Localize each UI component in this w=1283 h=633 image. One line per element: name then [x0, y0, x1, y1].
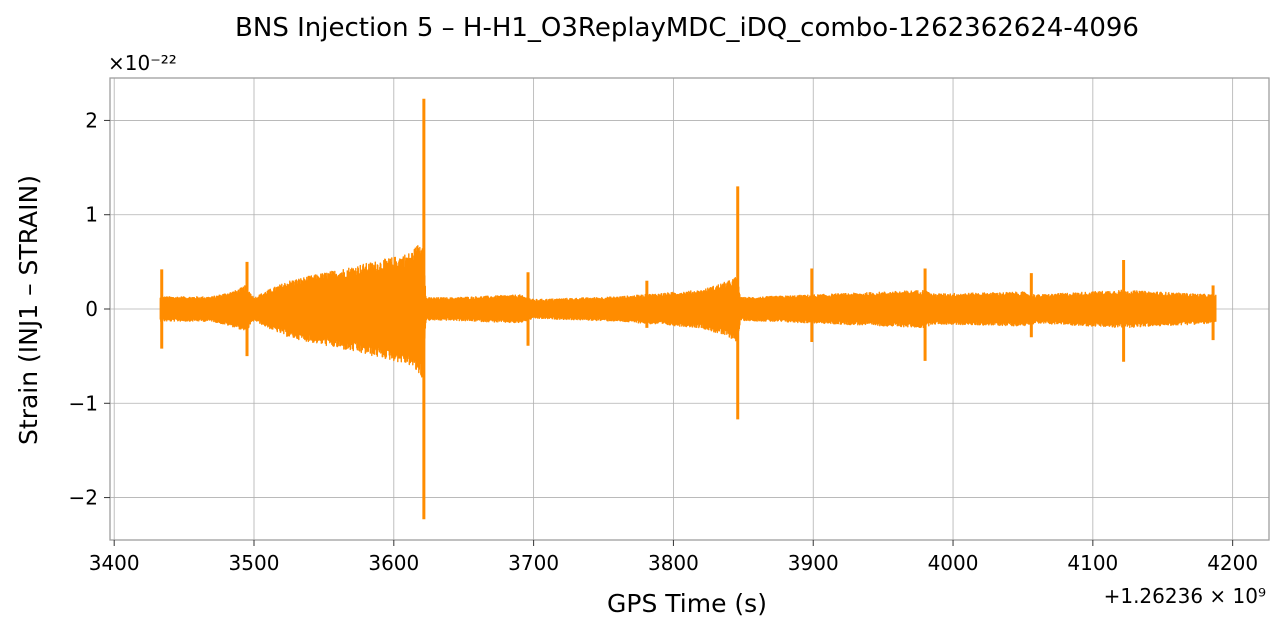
- x-tick-label: 3800: [648, 551, 699, 575]
- y-tick-label: 1: [85, 203, 98, 227]
- x-tick-label: 4200: [1207, 551, 1258, 575]
- x-tick-label: 3700: [508, 551, 559, 575]
- x-offset-label: +1.26236 × 10⁹: [1104, 584, 1266, 608]
- x-axis-label: GPS Time (s): [607, 589, 767, 618]
- y-tick-label: −1: [69, 391, 98, 415]
- x-tick-label: 4000: [928, 551, 979, 575]
- strain-series-line: [159, 245, 1217, 378]
- y-tick-label: 0: [85, 297, 98, 321]
- x-tick-label: 3600: [368, 551, 419, 575]
- x-tick-label: 3900: [788, 551, 839, 575]
- x-axis-ticks: 3400 3500 3600 3700 3800 3900 4000 4100 4200: [89, 540, 1258, 575]
- y-tick-label: −2: [69, 486, 98, 510]
- y-axis-ticks: −2 −1 0 1 2: [69, 108, 110, 510]
- x-tick-label: 3400: [89, 551, 140, 575]
- x-tick-label: 3500: [229, 551, 280, 575]
- y-axis-label: Strain (INJ1 – STRAIN): [14, 175, 43, 445]
- x-tick-label: 4100: [1067, 551, 1118, 575]
- chart-title: BNS Injection 5 – H-H1_O3ReplayMDC_iDQ_c…: [235, 13, 1139, 43]
- y-scale-label: ×10⁻²²: [108, 51, 177, 75]
- glitch-spikes: [160, 98, 1215, 520]
- y-tick-label: 2: [85, 108, 98, 132]
